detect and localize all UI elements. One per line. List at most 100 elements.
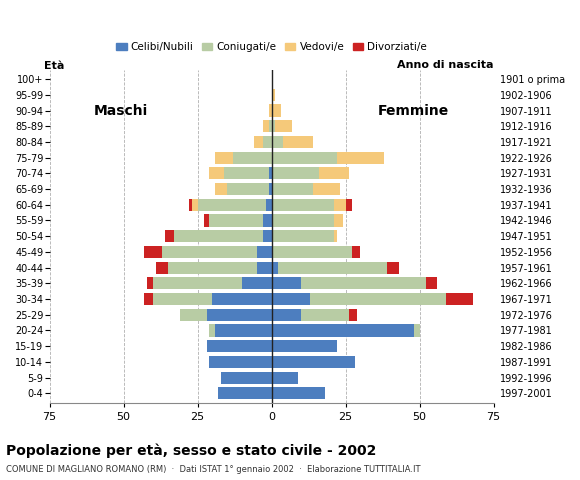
Bar — [387, 262, 399, 274]
Bar — [351, 246, 360, 258]
Bar — [271, 183, 340, 195]
Bar — [271, 230, 333, 242]
Bar — [209, 324, 271, 336]
Bar — [271, 372, 298, 384]
Bar — [269, 120, 271, 132]
Bar — [153, 277, 271, 289]
Bar — [271, 356, 354, 368]
Bar — [269, 167, 271, 180]
Bar — [209, 215, 271, 227]
Bar — [168, 262, 271, 274]
Bar — [209, 167, 271, 180]
Bar — [153, 277, 271, 289]
Bar — [271, 324, 419, 336]
Bar — [147, 277, 271, 289]
Bar — [271, 387, 325, 399]
Bar — [198, 199, 271, 211]
Text: Popolazione per età, sesso e stato civile - 2002: Popolazione per età, sesso e stato civil… — [6, 444, 376, 458]
Legend: Celibi/Nubili, Coniugati/e, Vedovi/e, Divorziati/e: Celibi/Nubili, Coniugati/e, Vedovi/e, Di… — [112, 38, 431, 57]
Bar — [271, 340, 337, 352]
Bar — [165, 230, 271, 242]
Bar — [263, 120, 271, 132]
Bar — [271, 340, 337, 352]
Bar — [271, 356, 354, 368]
Bar — [209, 356, 271, 368]
Bar — [271, 230, 337, 242]
Bar — [144, 293, 153, 305]
Bar — [271, 215, 343, 227]
Bar — [271, 277, 426, 289]
Bar — [271, 309, 349, 321]
Bar — [147, 277, 153, 289]
Text: Anno di nascita: Anno di nascita — [397, 60, 494, 70]
Bar — [206, 340, 271, 352]
Bar — [271, 324, 414, 336]
Bar — [227, 183, 271, 195]
Bar — [180, 309, 271, 321]
Bar — [271, 136, 313, 148]
Bar — [215, 183, 271, 195]
Bar — [209, 324, 271, 336]
Bar — [271, 120, 292, 132]
Bar — [218, 387, 271, 399]
Bar — [156, 262, 271, 274]
Bar — [233, 152, 271, 164]
Bar — [271, 89, 274, 101]
Bar — [257, 262, 271, 274]
Bar — [271, 387, 325, 399]
Bar — [426, 277, 437, 289]
Bar — [271, 215, 333, 227]
Bar — [222, 372, 271, 384]
Bar — [222, 372, 271, 384]
Bar — [162, 246, 271, 258]
Bar — [271, 309, 301, 321]
Bar — [209, 324, 271, 336]
Bar — [212, 293, 271, 305]
Bar — [271, 262, 387, 274]
Bar — [209, 356, 271, 368]
Bar — [271, 183, 313, 195]
Bar — [266, 199, 271, 211]
Bar — [263, 230, 271, 242]
Bar — [168, 262, 271, 274]
Bar — [215, 152, 271, 164]
Bar — [165, 230, 174, 242]
Bar — [271, 293, 310, 305]
Bar — [271, 324, 419, 336]
Bar — [180, 309, 271, 321]
Text: Età: Età — [44, 61, 64, 71]
Bar — [215, 183, 271, 195]
Bar — [269, 104, 271, 117]
Bar — [269, 104, 271, 117]
Bar — [209, 356, 271, 368]
Text: COMUNE DI MAGLIANO ROMANO (RM)  ·  Dati ISTAT 1° gennaio 2002  ·  Elaborazione T: COMUNE DI MAGLIANO ROMANO (RM) · Dati IS… — [6, 465, 420, 474]
Bar — [254, 136, 271, 148]
Bar — [271, 104, 281, 117]
Bar — [224, 167, 271, 180]
Bar — [263, 120, 271, 132]
Bar — [144, 246, 271, 258]
Bar — [271, 167, 349, 180]
Bar — [192, 199, 271, 211]
Bar — [271, 199, 333, 211]
Bar — [144, 293, 271, 305]
Bar — [215, 152, 271, 164]
Bar — [263, 215, 271, 227]
Bar — [271, 277, 426, 289]
Bar — [174, 230, 271, 242]
Bar — [206, 309, 271, 321]
Bar — [209, 356, 271, 368]
Text: Femmine: Femmine — [378, 104, 450, 118]
Bar — [257, 246, 271, 258]
Bar — [271, 152, 384, 164]
Bar — [153, 293, 271, 305]
Bar — [263, 136, 271, 148]
Bar — [271, 262, 278, 274]
Bar — [144, 246, 162, 258]
Bar — [271, 387, 325, 399]
Bar — [162, 246, 271, 258]
Bar — [206, 340, 271, 352]
Bar — [218, 387, 271, 399]
Bar — [206, 340, 271, 352]
Bar — [153, 293, 271, 305]
